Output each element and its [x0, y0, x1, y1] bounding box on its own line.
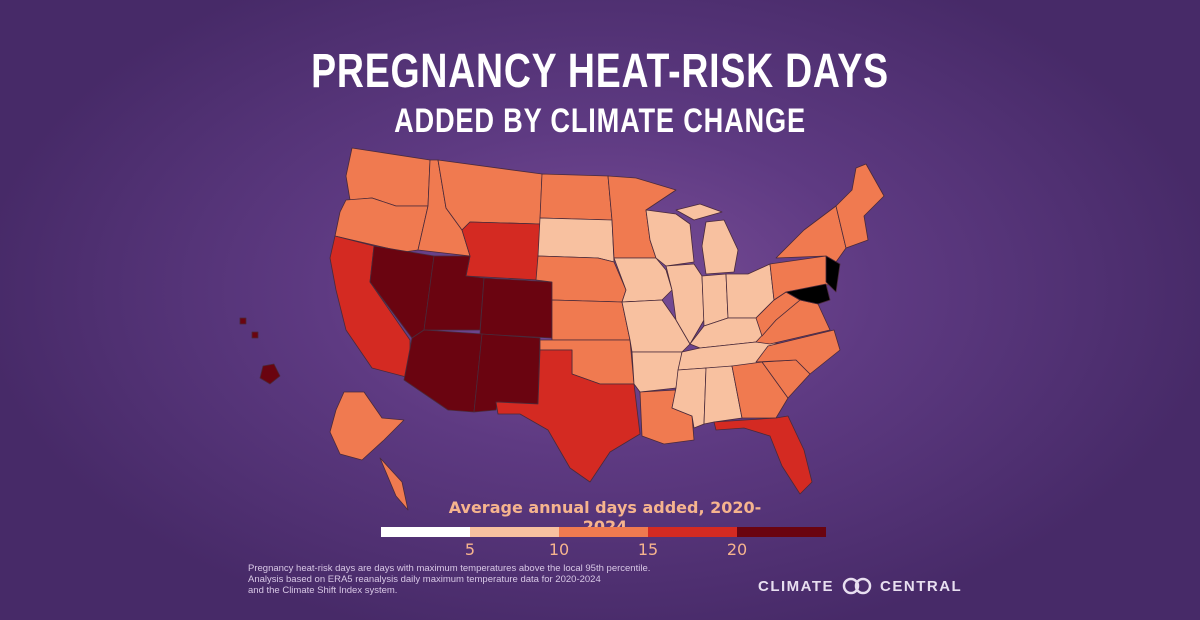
state-SD	[537, 217, 615, 263]
state-CO	[479, 277, 553, 339]
legend-swatch-2	[559, 527, 648, 537]
state-NEW-ENGLAND	[835, 163, 885, 249]
climate-central-logo: CLIMATE CENTRAL	[758, 577, 962, 595]
state-GA	[731, 361, 789, 419]
footnote-line-2: Analysis based on ERA5 reanalysis daily …	[248, 574, 601, 585]
legend-swatch-3	[648, 527, 737, 537]
state-IN	[701, 273, 729, 327]
page-title: PREGNANCY HEAT-RISK DAYS	[311, 45, 889, 98]
state-ND	[539, 173, 613, 221]
state-IA	[613, 257, 673, 303]
legend-tick-10: 10	[548, 540, 570, 559]
legend-tick-20: 20	[726, 540, 748, 559]
legend-swatch-1	[470, 527, 559, 537]
footnote-line-3: and the Climate Shift Index system.	[248, 585, 398, 596]
state-MO	[621, 299, 691, 353]
legend-tick-15: 15	[637, 540, 659, 559]
legend-swatch-4	[737, 527, 826, 537]
state-NC	[755, 329, 841, 375]
legend-color-bar	[381, 527, 826, 537]
logo-text-right: CENTRAL	[880, 577, 963, 595]
state-MI	[675, 203, 739, 275]
state-HI	[239, 317, 281, 385]
state-KS	[551, 299, 631, 341]
logo-text-left: CLIMATE	[758, 577, 835, 595]
state-WI	[645, 209, 695, 267]
footnote: Pregnancy heat-risk days are days with m…	[248, 563, 708, 596]
state-TX	[495, 349, 641, 483]
state-FL	[713, 415, 813, 495]
logo-rings-icon	[842, 577, 872, 595]
legend-swatch-0	[381, 527, 470, 537]
legend-tick-5: 5	[464, 540, 476, 559]
state-MD	[785, 283, 831, 305]
footnote-line-1: Pregnancy heat-risk days are days with m…	[248, 563, 651, 574]
page-subtitle: ADDED BY CLIMATE CHANGE	[394, 102, 806, 140]
state-NM	[473, 333, 541, 413]
state-AR	[631, 351, 683, 393]
state-AK	[329, 391, 409, 511]
state-NJ	[825, 255, 841, 293]
state-WY	[461, 221, 541, 281]
state-NY	[775, 205, 847, 263]
state-WA	[345, 147, 431, 207]
state-AL	[703, 365, 743, 425]
state-IL	[665, 263, 705, 345]
state-AZ	[403, 329, 483, 413]
